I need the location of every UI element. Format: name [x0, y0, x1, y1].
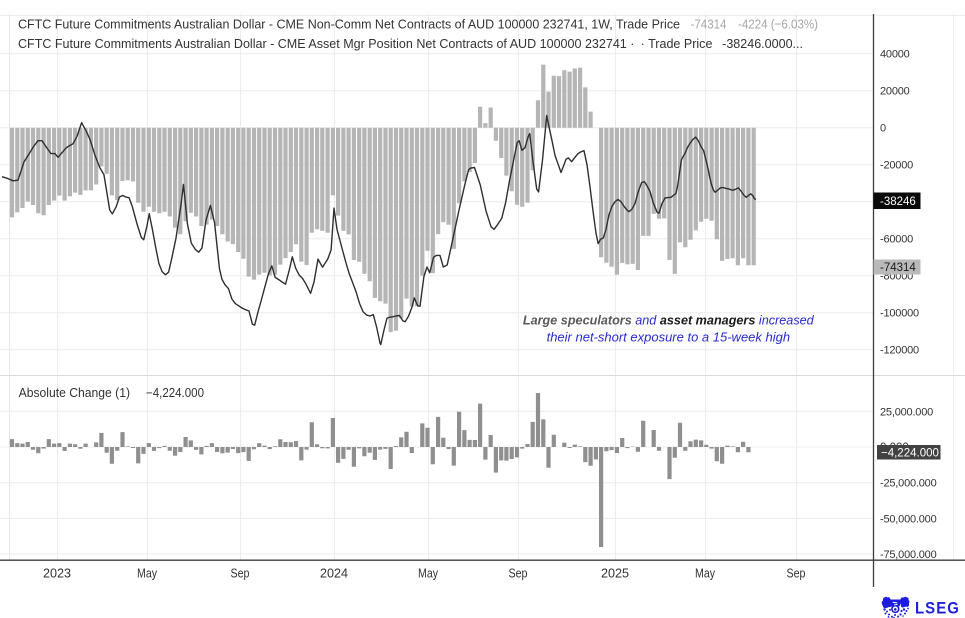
svg-text:May: May: [418, 565, 438, 580]
svg-text:their net-short exposure to a: their net-short exposure to a 15-week hi…: [547, 329, 791, 344]
svg-text:2025: 2025: [601, 565, 629, 580]
svg-text:LSEG: LSEG: [915, 600, 960, 618]
svg-text:May: May: [695, 565, 715, 580]
svg-text:May: May: [137, 565, 157, 580]
svg-text:40000: 40000: [880, 49, 910, 61]
svg-text:Sep: Sep: [787, 565, 806, 580]
svg-text:Absolute Change (1): Absolute Change (1): [19, 386, 130, 400]
svg-text:-50,000.000: -50,000.000: [880, 513, 937, 525]
svg-text:Large speculators and asset ma: Large speculators and asset managers inc…: [523, 313, 815, 328]
svg-text:-74314 -4224 (−6.03%): -74314 -4224 (−6.03%): [691, 17, 819, 32]
svg-text:CFTC Future Commitments Austra: CFTC Future Commitments Australian Dolla…: [18, 17, 680, 32]
svg-text:-75,000.000: -75,000.000: [880, 549, 937, 561]
svg-text:20000: 20000: [880, 86, 910, 98]
svg-text:-20000: -20000: [880, 160, 913, 172]
svg-text:-100000: -100000: [880, 308, 919, 320]
svg-text:Sep: Sep: [509, 565, 528, 580]
svg-text:25,000.000: 25,000.000: [880, 406, 933, 418]
svg-text:−4,224.000: −4,224.000: [146, 386, 204, 400]
svg-text:0: 0: [880, 123, 886, 135]
svg-text:Sep: Sep: [231, 565, 250, 580]
svg-text:−4,224.000: −4,224.000: [881, 447, 939, 459]
svg-text:2024: 2024: [320, 565, 348, 580]
svg-text:-60000: -60000: [880, 234, 913, 246]
svg-text:-120000: -120000: [880, 345, 919, 357]
svg-text:2023: 2023: [43, 565, 71, 580]
svg-text:-25,000.000: -25,000.000: [880, 478, 937, 490]
svg-text:CFTC Future Commitments Austra: CFTC Future Commitments Australian Dolla…: [18, 36, 803, 51]
svg-text:-38246: -38246: [880, 196, 916, 208]
svg-text:-74314: -74314: [880, 262, 916, 274]
